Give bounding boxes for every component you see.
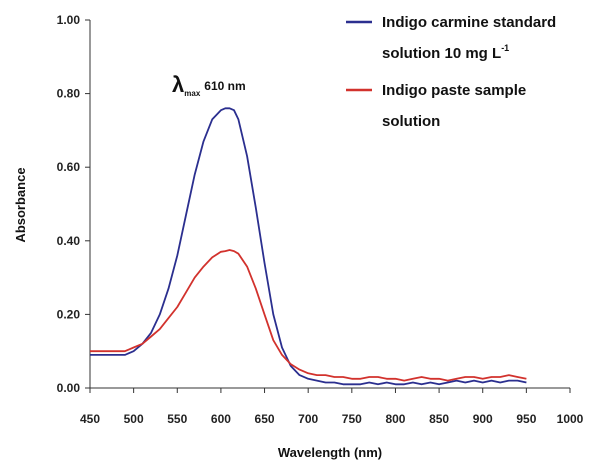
legend-label-standard-line2-text: solution 10 mg L (382, 45, 501, 62)
legend: Indigo carmine standard solution 10 mg L… (346, 14, 556, 130)
legend-label-standard-line2: solution 10 mg L-1 (382, 43, 509, 62)
legend-label-sample-line1: Indigo paste sample (382, 82, 526, 99)
lambda-subscript: max (184, 89, 201, 98)
x-tick-label: 800 (385, 412, 405, 426)
y-tick-label: 0.60 (57, 160, 81, 174)
series-line-sample (90, 249, 527, 382)
x-tick-label: 750 (342, 412, 362, 426)
x-tick-label: 650 (255, 412, 275, 426)
plot-area: 0.00 0.20 0.40 0.60 0.80 1.00 450 500 550 600 650… (57, 13, 584, 426)
lambda-value: 610 nm (204, 79, 245, 93)
x-ticks: 450 500 550 600 650 700 750 800 850 900 950 1000 (80, 388, 584, 426)
x-tick-label: 850 (429, 412, 449, 426)
x-tick-label: 700 (298, 412, 318, 426)
x-tick-label: 950 (516, 412, 536, 426)
x-tick-label: 1000 (557, 412, 584, 426)
y-tick-label: 1.00 (57, 13, 81, 27)
x-tick-label: 600 (211, 412, 231, 426)
x-tick-label: 500 (124, 412, 144, 426)
legend-label-standard-line1: Indigo carmine standard (382, 14, 556, 31)
x-tick-label: 550 (167, 412, 187, 426)
x-axis-label: Wavelength (nm) (278, 445, 382, 460)
y-tick-label: 0.00 (57, 381, 81, 395)
y-tick-label: 0.80 (57, 87, 81, 101)
y-tick-label: 0.40 (57, 234, 81, 248)
legend-entry-sample: Indigo paste sample solution (346, 82, 526, 130)
series-lines (90, 107, 527, 386)
x-tick-label: 900 (473, 412, 493, 426)
legend-label-standard-superscript: -1 (501, 43, 509, 53)
lambda-symbol: λ (172, 72, 184, 97)
svg-text:λmax610 nm: λmax610 nm (172, 72, 246, 98)
y-ticks: 0.00 0.20 0.40 0.60 0.80 1.00 (57, 13, 90, 395)
legend-label-sample-line2: solution (382, 113, 440, 130)
y-axis-label: Absorbance (13, 167, 28, 242)
series-line-standard (90, 107, 527, 386)
lambda-max-annotation: λmax610 nm (172, 72, 246, 98)
x-tick-label: 450 (80, 412, 100, 426)
y-tick-label: 0.20 (57, 307, 81, 321)
legend-entry-standard: Indigo carmine standard solution 10 mg L… (346, 14, 556, 62)
